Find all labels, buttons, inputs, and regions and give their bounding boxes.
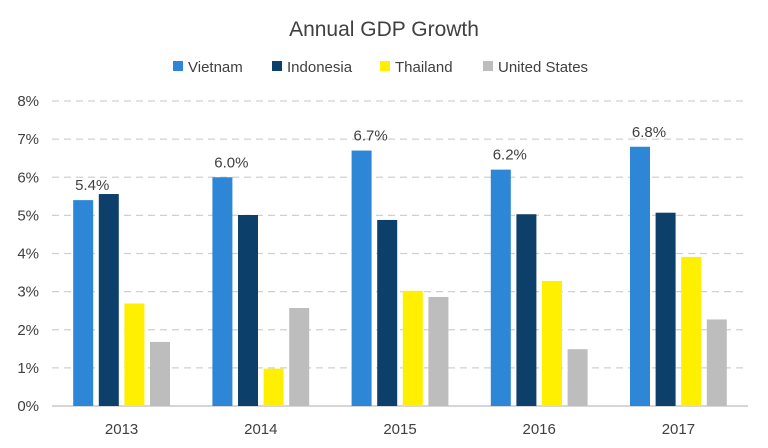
data-label-2015: 6.7%	[353, 128, 387, 145]
legend: Vietnam Indonesia Thailand United States	[173, 59, 588, 76]
data-label-2017: 6.8%	[632, 124, 666, 141]
data-labels: 5.4% 6.0% 6.7% 6.2% 6.8%	[75, 124, 666, 194]
chart-title: Annual GDP Growth	[289, 18, 479, 41]
bar-vietnam-2014	[212, 177, 233, 406]
y-axis-ticks: 0% 1% 2% 3% 4% 5% 6% 7% 8%	[17, 93, 39, 415]
bars	[73, 146, 727, 406]
x-tick-label-2016: 2016	[523, 421, 556, 438]
legend-swatch	[380, 61, 390, 71]
bar-united-states-2015	[428, 296, 449, 406]
legend-item-vietnam: Vietnam	[173, 59, 243, 76]
data-label-2014: 6.0%	[214, 154, 248, 171]
x-tick-label-2015: 2015	[383, 421, 416, 438]
bar-indonesia-2017	[655, 212, 676, 406]
bar-vietnam-2016	[490, 169, 511, 406]
bar-united-states-2016	[567, 349, 588, 406]
data-label-2013: 5.4%	[75, 177, 109, 194]
legend-swatch	[173, 61, 183, 71]
legend-label: United States	[498, 59, 588, 76]
y-tick-label: 8%	[17, 93, 39, 110]
y-tick-label: 5%	[17, 207, 39, 224]
bar-thailand-2014	[263, 368, 284, 406]
bar-vietnam-2015	[351, 150, 372, 406]
y-tick-label: 2%	[17, 322, 39, 339]
bar-vietnam-2017	[630, 146, 650, 406]
x-tick-label-2013: 2013	[105, 421, 138, 438]
y-tick-label: 7%	[17, 131, 39, 148]
bar-indonesia-2014	[238, 214, 258, 406]
bar-indonesia-2013	[98, 194, 119, 406]
legend-swatch	[483, 61, 493, 71]
bar-united-states-2014	[289, 308, 310, 406]
bar-thailand-2016	[542, 280, 562, 406]
legend-label: Indonesia	[287, 59, 353, 76]
x-tick-label-2017: 2017	[662, 421, 695, 438]
y-tick-label: 3%	[17, 284, 39, 301]
legend-label: Thailand	[395, 59, 453, 76]
y-tick-label: 6%	[17, 169, 39, 186]
x-axis-ticks: 2013 2014 2015 2016 2017	[105, 421, 695, 438]
bar-united-states-2017	[706, 319, 727, 406]
data-label-2016: 6.2%	[493, 147, 527, 164]
legend-label: Vietnam	[188, 59, 243, 76]
x-tick-label-2014: 2014	[244, 421, 277, 438]
y-tick-label: 0%	[17, 398, 39, 415]
legend-swatch	[272, 61, 282, 71]
bar-thailand-2017	[681, 256, 702, 406]
legend-item-indonesia: Indonesia	[272, 59, 353, 76]
bar-thailand-2013	[124, 303, 145, 406]
legend-item-united-states: United States	[483, 59, 588, 76]
y-tick-label: 4%	[17, 246, 39, 263]
bar-indonesia-2016	[516, 214, 537, 406]
bar-vietnam-2013	[73, 200, 94, 406]
bar-thailand-2015	[402, 290, 423, 406]
bar-united-states-2013	[150, 341, 170, 406]
legend-item-thailand: Thailand	[380, 59, 453, 76]
y-tick-label: 1%	[17, 360, 39, 377]
bar-indonesia-2015	[377, 219, 398, 406]
